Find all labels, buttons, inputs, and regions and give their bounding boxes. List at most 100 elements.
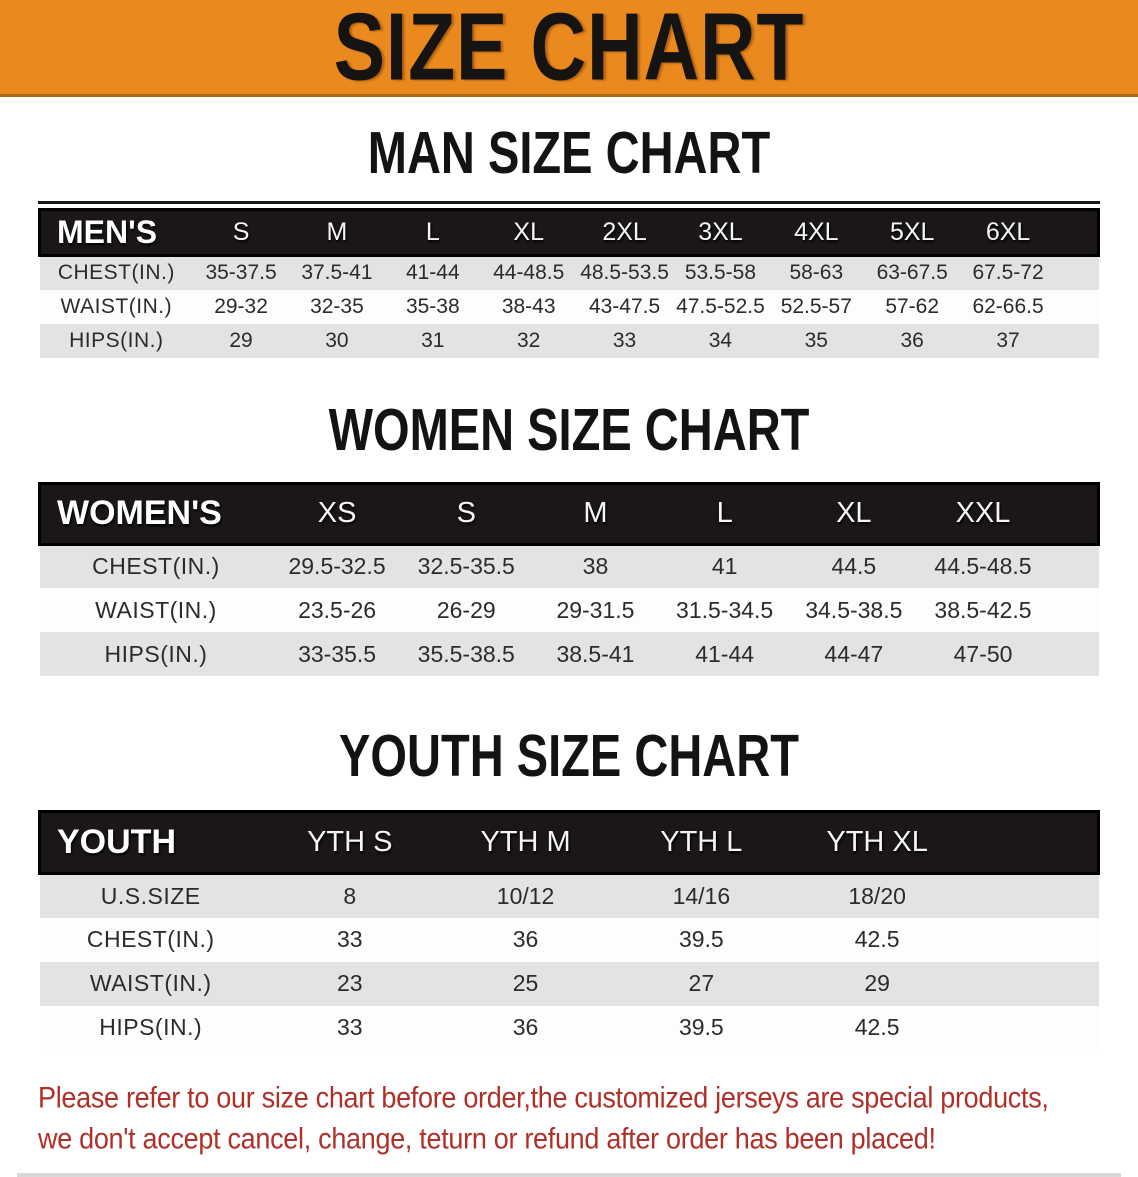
size-table-row: WAIST(IN.) 23.5-26 26-29 29-31.5 31.5-34.5 34… [39,588,1099,632]
youth-size-table: YOUTH YTH S YTH M YTH L YTH XL U.S.SIZE 8 10/12… [37,810,1101,1050]
size-column-header: 4XL [768,208,865,257]
size-column-header: M [530,481,661,546]
size-column-header: 5XL [864,208,961,257]
size-table-header-row: MEN'S S M L XL 2XL 3XL 4XL 5XL 6XL [38,208,1100,257]
size-column-header: 3XL [672,208,769,257]
size-value-cell: 57-62 [885,294,940,318]
mens-size-table: MEN'S S M L XL 2XL 3XL 4XL 5XL 6XL CHEST(IN.) 35-37… [38,208,1100,358]
table-title-cell: WOMEN'S [38,481,273,546]
size-value-cell: 27 [688,970,715,996]
size-column-header: XL [789,481,919,546]
size-column-header: YTH M [437,810,614,875]
disclaimer-line-2: we don't accept cancel, change, teturn o… [38,1122,936,1156]
size-value-cell: 31.5-34.5 [676,596,774,623]
size-table-row: WAIST(IN.) 23 25 27 29 [39,961,1099,1006]
size-value-cell: 8 [343,882,357,909]
row-filler-cell [1056,290,1099,324]
size-value-cell: 43-47.5 [588,294,661,318]
row-label: HIPS(IN.) [69,328,164,352]
size-value-cell: 47.5-52.5 [676,294,765,318]
size-value-cell: 25 [512,970,539,996]
row-filler-cell [965,962,1098,1006]
size-value-cell: 31 [421,328,445,352]
header-filler-cell [965,810,1101,875]
header-filler-cell [1056,208,1100,257]
section-heading-women: WOMEN SIZE CHART [328,395,810,463]
size-value-cell: 29-31.5 [556,596,635,623]
table-title-cell: MEN'S [38,208,194,257]
row-label: WAIST(IN.) [95,596,217,623]
size-value-cell: 35.5-38.5 [417,640,515,667]
size-column-header: YTH S [261,810,438,875]
size-value-cell: 38.5-41 [556,640,635,667]
size-value-cell: 36 [512,926,539,952]
womens-size-table: WOMEN'S XS S M L XL XXL CHEST(IN.) 29.5-32.5 32.5… [38,481,1100,676]
size-value-cell: 41 [711,553,738,580]
header-filler-cell [1047,481,1100,546]
size-value-cell: 23.5-26 [298,596,377,623]
size-column-header: M [289,208,385,257]
size-value-cell: 38 [582,553,609,580]
size-value-cell: 42.5 [854,926,900,952]
size-value-cell: 35 [804,328,828,352]
size-column-header: 6XL [960,208,1056,257]
size-value-cell: 44-47 [824,640,884,667]
womens-size-table-wrap: WOMEN'S XS S M L XL XXL CHEST(IN.) 29.5-32.5 32.5… [38,481,1100,676]
size-value-cell: 23 [336,970,363,996]
size-value-cell: 32 [517,328,541,352]
size-column-header: 2XL [576,208,673,257]
size-table-row: WAIST(IN.) 29-32 32-35 35-38 38-43 43-47.5 47.… [39,289,1099,324]
size-value-cell: 58-63 [789,261,844,285]
size-table-header-row: WOMEN'S XS S M L XL XXL [38,481,1100,546]
size-value-cell: 36 [512,1014,539,1040]
section-heading-man: MAN SIZE CHART [367,119,771,186]
size-value-cell: 29-32 [214,294,268,318]
youth-size-table-wrap: YOUTH YTH S YTH M YTH L YTH XL U.S.SIZE 8 10/12… [37,810,1101,1050]
row-label: WAIST(IN.) [89,970,212,996]
size-value-cell: 18/20 [848,882,906,909]
row-filler-cell [1048,588,1099,632]
row-label: HIPS(IN.) [99,1014,203,1040]
row-label: CHEST(IN.) [92,553,220,580]
size-column-header: XXL [918,481,1048,546]
disclaimer-line-1: Please refer to our size chart before or… [38,1080,1049,1114]
size-value-cell: 41-44 [405,261,460,285]
size-value-cell: 44-48.5 [493,261,565,285]
size-value-cell: 39.5 [678,926,724,952]
size-value-cell: 32-35 [310,294,364,318]
mens-table-top-rule [38,201,1100,204]
size-table-row: CHEST(IN.) 35-37.5 37.5-41 41-44 44-48.5 48.5… [39,255,1099,290]
size-value-cell: 35-38 [405,294,460,318]
size-column-header: XS [272,481,402,546]
size-column-header: L [660,481,790,546]
size-chart-banner: SIZE CHART [0,0,1138,97]
size-value-cell: 48.5-53.5 [580,261,669,285]
size-value-cell: 62-66.5 [972,294,1044,318]
size-column-header: S [193,208,289,257]
section-heading-youth: YOUTH SIZE CHART [339,722,799,789]
size-column-header: S [401,481,531,546]
size-value-cell: 34 [708,328,733,352]
size-value-cell: 34.5-38.5 [805,596,903,623]
size-value-cell: 53.5-58 [684,261,757,285]
size-table-row: HIPS(IN.) 29 30 31 32 33 34 35 36 37 [39,323,1099,358]
row-label: WAIST(IN.) [60,294,173,318]
row-label: U.S.SIZE [100,882,201,909]
size-value-cell: 30 [325,328,349,352]
size-value-cell: 10/12 [496,882,555,909]
order-disclaimer: Please refer to our size chart before or… [38,1076,1100,1160]
size-column-header: XL [480,208,577,257]
size-table-row: U.S.SIZE 8 10/12 14/16 18/20 [39,873,1099,918]
size-value-cell: 44.5 [831,553,877,580]
row-filler-cell [1048,544,1099,588]
row-filler-cell [965,874,1098,918]
size-value-cell: 14/16 [672,882,731,909]
table-title-cell: YOUTH [37,810,262,875]
size-table-row: CHEST(IN.) 29.5-32.5 32.5-35.5 38 41 44.5 44.5… [39,544,1099,588]
size-table-header-row: YOUTH YTH S YTH M YTH L YTH XL [37,810,1101,875]
mens-size-table-wrap: MEN'S S M L XL 2XL 3XL 4XL 5XL 6XL CHEST(IN.) 35-37… [38,201,1100,358]
size-value-cell: 32.5-35.5 [417,553,515,580]
row-filler-cell [1048,632,1099,676]
size-column-header: L [384,208,481,257]
size-value-cell: 42.5 [854,1014,900,1040]
